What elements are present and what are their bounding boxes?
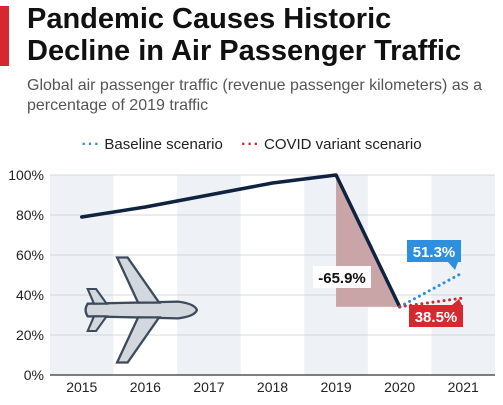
legend-label-baseline: Baseline scenario (104, 136, 223, 153)
column-band (50, 175, 114, 375)
annotations: -65.9% 51.3% 38.5% (313, 240, 463, 327)
gridlines (50, 174, 495, 376)
series-line-actual (80, 173, 402, 309)
legend: ··· Baseline scenario ··· COVID variant sc… (0, 136, 503, 154)
baseline-value-bg (407, 240, 461, 262)
chart-title: Pandemic Causes Historic Decline in Air … (27, 3, 462, 67)
column-bands (50, 175, 495, 375)
x-tick-label: 2015 (66, 379, 97, 395)
x-tick-label: 2020 (384, 379, 415, 395)
column-band (431, 175, 495, 375)
legend-item-baseline: ··· Baseline scenario (81, 136, 222, 154)
column-band (177, 175, 241, 375)
accent-bar (0, 6, 9, 66)
y-tick-label: 100% (8, 167, 44, 183)
y-tick-label: 80% (16, 207, 44, 223)
chart-subtitle: Global air passenger traffic (revenue pa… (27, 77, 483, 114)
x-tick-label: 2021 (448, 379, 479, 395)
decline-label: -65.9% (313, 266, 371, 288)
series-line-baseline (398, 270, 465, 309)
decline-label-bg (313, 266, 371, 288)
baseline-value-pointer (448, 262, 458, 270)
y-tick-label: 60% (16, 247, 44, 263)
airplane-icon (84, 256, 199, 364)
variant-value-bg (409, 305, 463, 327)
y-axis-labels: 0% 20% 40% 60% 80% 100% (8, 167, 44, 383)
x-tick-label: 2017 (193, 379, 224, 395)
variant-value-label: 38.5% (409, 299, 463, 327)
x-tick-label: 2016 (130, 379, 161, 395)
legend-label-variant: COVID variant scenario (263, 136, 422, 153)
baseline-value-label: 51.3% (407, 240, 461, 270)
decline-label-text: -65.9% (318, 270, 366, 287)
baseline-value-text: 51.3% (413, 244, 456, 261)
x-axis-labels: 2015 2016 2017 2018 2019 2020 2021 (66, 379, 479, 395)
x-tick-label: 2018 (257, 379, 288, 395)
y-tick-label: 0% (24, 367, 44, 383)
legend-swatch-baseline: ··· (81, 136, 101, 153)
legend-item-variant: ··· COVID variant scenario (241, 136, 422, 154)
variant-value-pointer (452, 299, 462, 305)
legend-swatch-variant: ··· (241, 136, 260, 153)
variant-value-text: 38.5% (415, 309, 458, 326)
x-tick-label: 2019 (320, 379, 351, 395)
y-tick-label: 20% (16, 327, 44, 343)
y-tick-label: 40% (16, 287, 44, 303)
